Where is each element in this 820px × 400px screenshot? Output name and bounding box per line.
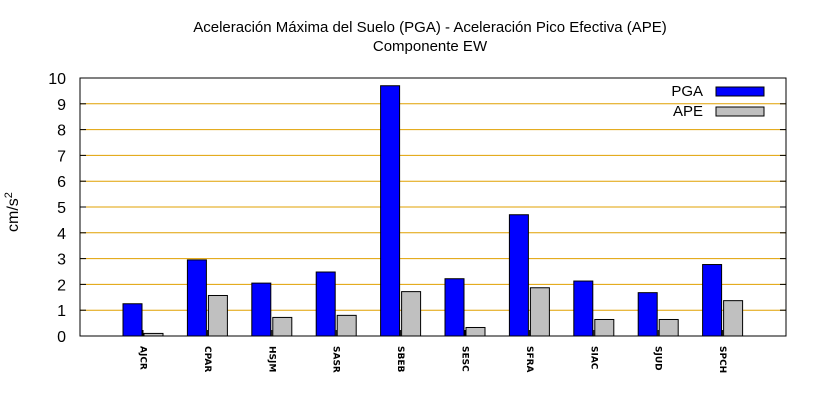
y-tick-label: 4	[57, 226, 66, 243]
bar-pga-hsjm	[251, 282, 272, 337]
bar-pga-sfra	[508, 214, 529, 337]
bar-ape-sbeb	[401, 291, 422, 337]
y-tick-label: 2	[57, 277, 66, 294]
bar-ape-sesc	[465, 326, 486, 337]
y-tick-label: 6	[57, 174, 66, 191]
y-axis: 0 1 2 3 4 5 6 7 8 9 10	[48, 71, 786, 346]
y-tick-label: 8	[57, 123, 66, 140]
bar-ape-siac	[594, 318, 615, 337]
y-tick-label: 3	[57, 252, 66, 269]
x-tick-label: SASR	[331, 346, 341, 373]
bar-ape-sfra	[529, 287, 550, 337]
bar-ape-sjud	[658, 318, 679, 337]
bar-pga-sbeb	[380, 85, 401, 337]
legend: PGA APE	[671, 83, 765, 120]
chart-subtitle: Componente EW	[373, 38, 488, 55]
legend-label: PGA	[671, 83, 703, 100]
x-tick-label: SIAC	[588, 346, 598, 370]
grid-lines	[80, 103, 786, 311]
bar-ape-sasr	[336, 314, 357, 337]
x-tick-label: AJCR	[138, 346, 148, 370]
x-axis: AJCR CPAR HSJM SASR SBEB SESC SFRA SIAC SJUD SPCH	[138, 330, 727, 373]
y-tick-label: 1	[57, 303, 66, 320]
bar-pga-sesc	[444, 278, 465, 337]
x-tick-label: SBEB	[395, 346, 405, 372]
y-tick-label: 9	[57, 97, 66, 114]
bar-pga-sjud	[637, 292, 658, 337]
y-axis-label: cm/s2	[3, 192, 22, 232]
x-tick-label: HSJM	[266, 346, 276, 372]
x-tick-label: SJUD	[653, 346, 663, 371]
chart-title: Aceleración Máxima del Suelo (PGA) - Ace…	[193, 19, 667, 36]
x-tick-label: SESC	[460, 346, 470, 372]
bar-ape-hsjm	[272, 316, 293, 337]
bar-pga-ajcr	[122, 303, 143, 337]
bar-ape-cpar	[207, 294, 228, 337]
x-tick-label: SPCH	[717, 346, 727, 373]
y-tick-label: 7	[57, 148, 66, 165]
y-tick-label: 5	[57, 200, 66, 217]
x-tick-label: SFRA	[524, 346, 534, 373]
legend-swatch-ape	[715, 106, 765, 117]
y-tick-label: 0	[57, 329, 66, 346]
bar-pga-spch	[702, 264, 723, 337]
x-tick-label: CPAR	[202, 346, 212, 372]
bar-pga-siac	[573, 280, 594, 337]
bar-pga-cpar	[186, 259, 207, 337]
y-tick-label: 10	[48, 71, 66, 88]
legend-swatch-pga	[715, 86, 765, 97]
bar-pga-sasr	[315, 271, 336, 337]
legend-label: APE	[673, 103, 703, 120]
bars	[122, 85, 744, 337]
bar-ape-spch	[723, 300, 744, 337]
